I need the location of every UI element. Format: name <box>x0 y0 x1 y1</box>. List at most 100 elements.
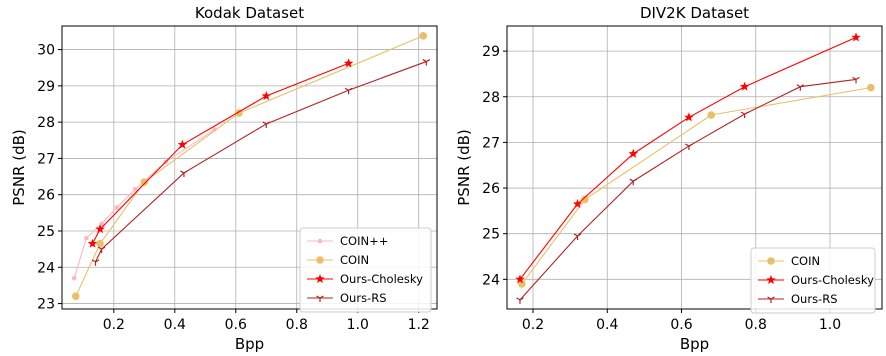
legend-marker <box>316 256 324 264</box>
data-point <box>422 59 431 66</box>
y-axis-label: PSNR (dB) <box>10 129 28 206</box>
legend-entry: Ours-RS <box>307 291 387 305</box>
data-point <box>851 32 861 42</box>
y-tick-label: 24 <box>37 260 55 276</box>
data-point <box>99 221 104 227</box>
y-tick-label: 23 <box>37 297 55 313</box>
x-tick-label: 0.8 <box>745 317 767 333</box>
legend-entry: Ours-Cholesky <box>307 272 423 286</box>
series-ours-rs <box>516 76 860 304</box>
y-tick-label: 24 <box>482 272 500 288</box>
data-point <box>180 170 188 177</box>
legend-box <box>299 227 432 313</box>
series-ours-cholesky <box>87 58 354 248</box>
data-point <box>573 233 582 240</box>
series-line <box>92 62 349 244</box>
legend-label: Ours-RS <box>791 292 838 306</box>
data-point <box>95 224 105 234</box>
series-line <box>73 128 215 279</box>
x-tick-label: 0.2 <box>103 317 125 333</box>
data-point <box>87 238 98 248</box>
legend-box <box>750 247 876 314</box>
data-point <box>515 274 525 284</box>
x-axis-label: Bpp <box>680 335 709 353</box>
legend-label: COIN <box>791 254 820 268</box>
legend-entry: COIN++ <box>307 234 388 248</box>
legend-marker <box>316 295 324 302</box>
x-tick-label: 0.8 <box>286 317 308 333</box>
chart-title: Kodak Dataset <box>195 4 304 22</box>
data-point <box>96 239 104 248</box>
legend: COIN Ours-Cholesky Ours-RS <box>750 247 876 314</box>
data-point <box>140 178 149 186</box>
legend-label: COIN++ <box>340 234 388 248</box>
legend-label: Ours-RS <box>340 291 387 305</box>
div2k-chart-panel: 0.2 0.4 0.6 0.8 1.0 24 25 26 27 28 29 DIV2K Dataset… <box>455 4 883 353</box>
data-point <box>796 84 805 91</box>
data-point <box>629 178 638 186</box>
legend-marker <box>767 257 775 265</box>
data-point <box>343 58 354 68</box>
data-point <box>262 121 271 128</box>
legend-label: COIN <box>340 253 369 267</box>
series-ours-cholesky <box>515 32 861 284</box>
x-tick-label: 0.6 <box>670 317 692 333</box>
data-point <box>685 143 693 151</box>
series-ours-rs <box>91 59 431 266</box>
data-point <box>97 246 106 254</box>
legend-marker <box>315 274 325 284</box>
x-tick-label: 0.4 <box>164 317 186 333</box>
y-tick-label: 29 <box>482 44 500 60</box>
y-tick-label: 28 <box>482 90 500 106</box>
data-point <box>71 275 77 281</box>
plot-frame <box>506 25 883 310</box>
data-point <box>707 111 716 119</box>
y-axis-label: PSNR (dB) <box>455 129 473 206</box>
legend-marker <box>317 238 323 244</box>
data-point <box>739 81 750 91</box>
legend-marker <box>767 296 775 303</box>
legend-label: Ours-Cholesky <box>340 272 423 286</box>
x-tick-label: 1.2 <box>408 317 430 333</box>
data-point <box>572 199 583 209</box>
series-line <box>95 61 427 263</box>
legend-marker <box>766 275 776 285</box>
series-coin <box>518 83 875 288</box>
x-tick-label: 0.4 <box>596 317 618 333</box>
data-point <box>114 205 120 210</box>
data-point <box>91 259 100 266</box>
y-tick-label: 29 <box>37 79 55 95</box>
y-tick-label: 25 <box>482 227 500 243</box>
data-point <box>132 186 138 192</box>
data-point <box>84 235 89 241</box>
data-point <box>71 292 80 301</box>
y-tick-label: 25 <box>37 224 55 240</box>
data-point <box>419 31 428 40</box>
legend-entry: Ours-RS <box>758 292 838 306</box>
data-point <box>581 195 589 204</box>
series-line <box>521 87 871 285</box>
data-point <box>177 139 188 149</box>
data-point <box>852 76 860 84</box>
data-point <box>518 280 526 288</box>
x-axis-label: Bpp <box>235 335 264 353</box>
x-tick-label: 0.2 <box>522 317 544 333</box>
plot-frame <box>61 25 438 310</box>
legend: COIN++ COIN Ours-Cholesky Ours-RS <box>299 227 432 313</box>
chart-title: DIV2K Dataset <box>640 4 749 22</box>
legend-entry: Ours-Cholesky <box>758 273 874 287</box>
x-tick-label: 1.0 <box>347 317 369 333</box>
series-line <box>519 36 857 280</box>
data-point <box>684 112 694 122</box>
x-tick-label: 0.6 <box>225 317 247 333</box>
y-tick-label: 30 <box>37 43 55 59</box>
data-point <box>516 297 524 304</box>
x-tick-label: 1.0 <box>819 317 841 333</box>
y-tick-label: 27 <box>482 135 500 151</box>
data-point <box>867 83 875 92</box>
data-point <box>628 148 638 158</box>
legend-entry: COIN <box>307 253 369 267</box>
data-point <box>740 111 749 119</box>
kodak-chart-panel: 0.2 0.4 0.6 0.8 1.0 1.2 23 24 25 26 27 28 29 30 Kodak … <box>10 4 438 353</box>
